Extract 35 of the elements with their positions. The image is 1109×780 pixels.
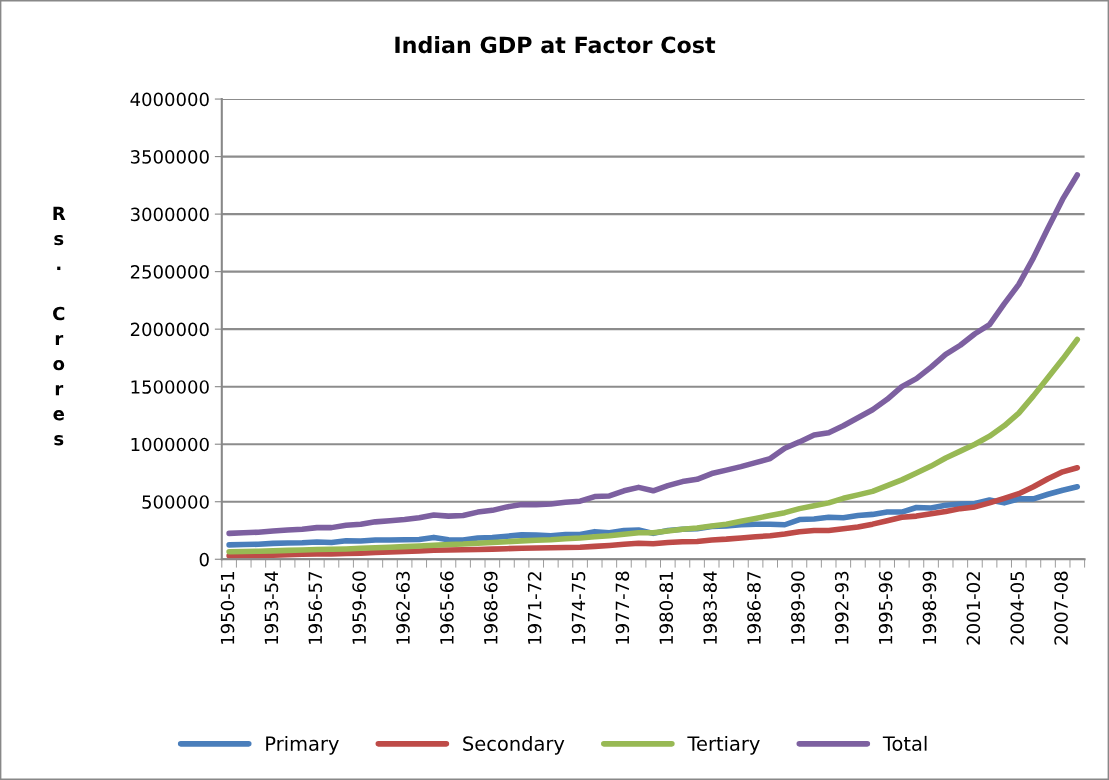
text: Rs. Crores bbox=[53, 206, 66, 446]
legend-label: Primary bbox=[266, 735, 339, 755]
x-tick-label: 2001-02 bbox=[966, 572, 981, 645]
x-tick-label: 1986-87 bbox=[747, 571, 761, 644]
chart-title: Indian GDP at Factor Cost bbox=[395, 36, 716, 54]
y-tick-label: 1500000 bbox=[131, 380, 209, 394]
y-tick-label: 3000000 bbox=[130, 207, 209, 222]
x-tick-label: 2007-08 bbox=[1054, 571, 1068, 645]
x-tick-label: 2004-05 bbox=[1010, 571, 1025, 645]
x-tick-label: 1950-51 bbox=[220, 572, 235, 644]
x-tick-label: 1980-81 bbox=[659, 572, 674, 644]
y-tick-label: 2500000 bbox=[130, 265, 209, 279]
y-tick-label: 1000000 bbox=[131, 437, 209, 452]
x-tick-label: 1959-60 bbox=[352, 571, 366, 644]
x-tick-label: 1989-90 bbox=[791, 571, 805, 644]
x-tick-label: 1971-72 bbox=[527, 572, 542, 644]
y-tick-label: 2000000 bbox=[130, 322, 209, 337]
y-tick-label: 4000000 bbox=[130, 92, 209, 107]
x-tick-label: 1965-66 bbox=[440, 571, 454, 644]
x-tick-label: 1968-69 bbox=[483, 571, 498, 644]
x-tick-label: 1974-75 bbox=[571, 571, 586, 644]
x-tick-label: 1995-96 bbox=[878, 571, 893, 644]
x-tick-label: 1992-93 bbox=[834, 571, 849, 644]
x-tick-label: 1953-54 bbox=[264, 571, 279, 644]
x-tick-label: 1977-78 bbox=[615, 571, 630, 644]
x-tick-label: 1962-63 bbox=[396, 571, 410, 644]
x-tick-label: 1998-99 bbox=[922, 571, 937, 644]
legend-label: Total bbox=[882, 735, 927, 751]
y-tick-label: 500000 bbox=[142, 495, 209, 509]
y-tick-label: 0 bbox=[199, 552, 209, 567]
legend-label: Tertiary bbox=[687, 735, 760, 755]
y-tick-label: 3500000 bbox=[130, 150, 209, 164]
x-tick-label: 1983-84 bbox=[703, 571, 717, 644]
x-tick-label: 1956-57 bbox=[308, 571, 323, 644]
legend-label: Secondary bbox=[463, 735, 565, 755]
